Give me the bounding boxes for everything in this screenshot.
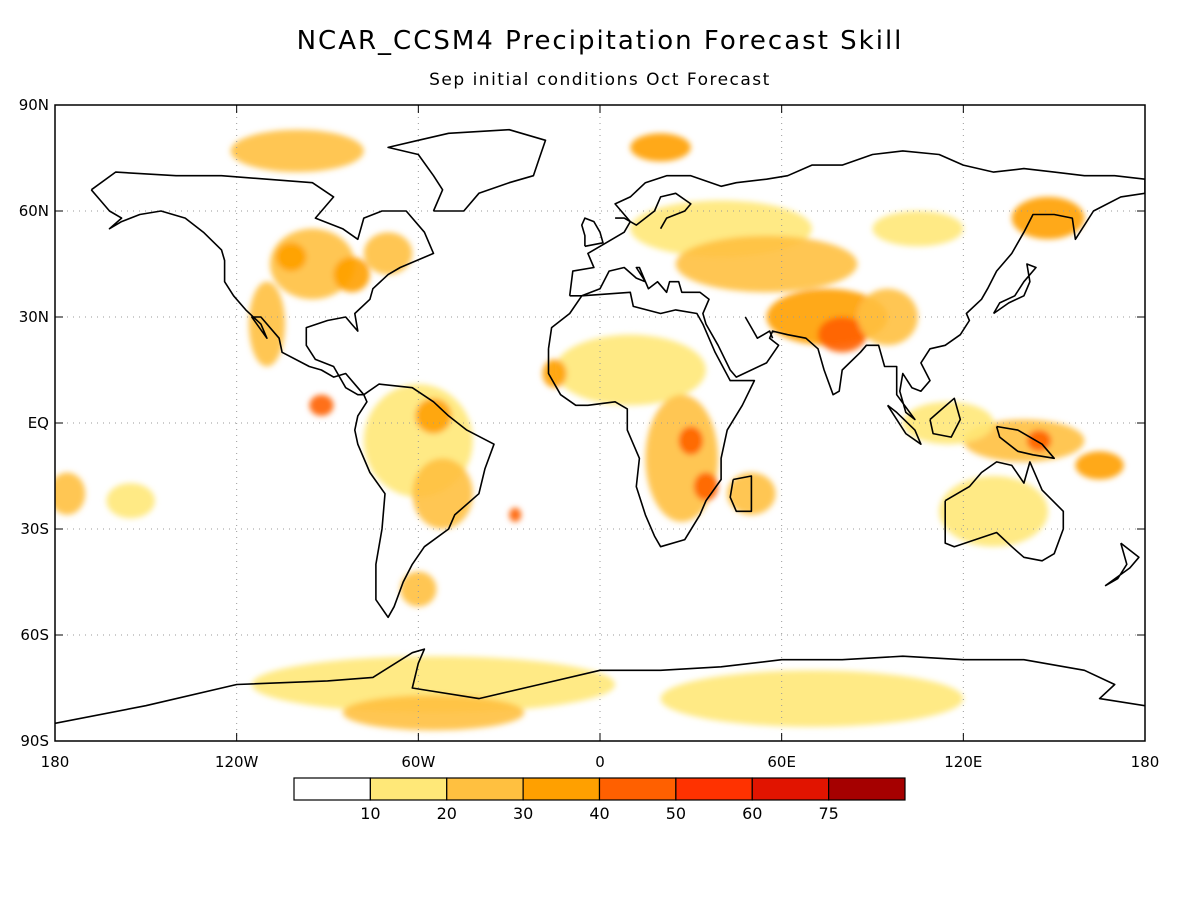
coastline-greenland bbox=[387, 128, 547, 212]
lat-tick-label: 30S bbox=[20, 520, 49, 538]
coastline-borneo bbox=[929, 397, 962, 438]
coastline-madagascar bbox=[729, 475, 753, 513]
skill-region-4 bbox=[363, 232, 413, 275]
skill-region-18 bbox=[693, 472, 719, 501]
coastline-australia bbox=[944, 461, 1065, 562]
skill-region-11 bbox=[509, 507, 522, 522]
coastline-antarctica bbox=[55, 648, 1145, 725]
colorbar-swatch-7 bbox=[828, 777, 906, 801]
colorbar-label: 10 bbox=[360, 804, 380, 823]
graticule-grid bbox=[55, 105, 1145, 741]
colorbar-label: 30 bbox=[513, 804, 533, 823]
skill-region-35 bbox=[660, 670, 964, 727]
skill-region-26 bbox=[872, 211, 964, 247]
colorbar-label: 20 bbox=[437, 804, 457, 823]
skill-region-12 bbox=[55, 472, 86, 515]
lat-tick-label: 90S bbox=[20, 732, 49, 750]
colorbar-swatch-0 bbox=[293, 777, 371, 801]
skill-region-6 bbox=[309, 394, 334, 416]
colorbar-legend: 10 20 30 40 50 60 75 bbox=[293, 777, 906, 823]
lat-tick-label: 90N bbox=[19, 96, 49, 114]
skill-region-10 bbox=[400, 571, 437, 607]
coastline-sumatra bbox=[886, 404, 922, 445]
skill-region-27 bbox=[1011, 196, 1085, 240]
lat-tick-label: EQ bbox=[28, 414, 49, 432]
skill-region-9 bbox=[412, 458, 473, 529]
coastline-south-america bbox=[354, 383, 495, 619]
colorbar-swatch-4 bbox=[598, 777, 677, 801]
skill-region-31 bbox=[939, 476, 1049, 547]
lon-tick-label: 60E bbox=[767, 753, 796, 771]
map-subtitle: Sep initial conditions Oct Forecast bbox=[429, 70, 771, 90]
coastline-arabia-gulf bbox=[744, 316, 774, 339]
skill-region-33 bbox=[251, 656, 616, 713]
lon-tick-label: 60W bbox=[401, 753, 435, 771]
colorbar-label: 40 bbox=[589, 804, 609, 823]
coastline-africa bbox=[547, 291, 756, 548]
colorbar-label: 60 bbox=[742, 804, 762, 823]
coastline-eurasia bbox=[568, 150, 1145, 421]
skill-region-29 bbox=[1026, 430, 1052, 452]
lat-tick-label: 60N bbox=[19, 202, 49, 220]
colorbar-swatch-3 bbox=[522, 777, 601, 801]
coastline-new-guinea bbox=[995, 425, 1055, 460]
longitude-axis: 180 120W 60W 0 60E 120E 180 bbox=[41, 105, 1160, 771]
skill-region-25 bbox=[857, 288, 918, 346]
skill-region-8 bbox=[415, 398, 452, 434]
colorbar-swatch-5 bbox=[675, 777, 753, 801]
lon-tick-label: 180 bbox=[1131, 753, 1160, 771]
lat-tick-label: 60S bbox=[20, 626, 49, 644]
skill-region-24 bbox=[818, 317, 867, 353]
lon-tick-label: 0 bbox=[595, 753, 605, 771]
skill-region-13 bbox=[106, 483, 155, 519]
lon-tick-label: 120W bbox=[215, 753, 259, 771]
skill-region-2 bbox=[333, 256, 370, 293]
lon-tick-label: 120E bbox=[944, 753, 982, 771]
lon-tick-label: 180 bbox=[41, 753, 70, 771]
coastline-scandinavia bbox=[615, 192, 692, 230]
coastline-japan bbox=[992, 263, 1037, 315]
skill-region-14 bbox=[554, 334, 706, 406]
skill-region-34 bbox=[342, 695, 525, 731]
lat-tick-label: 30N bbox=[19, 308, 49, 326]
skill-region-17 bbox=[678, 426, 703, 455]
skill-region-32 bbox=[902, 401, 994, 445]
skill-region-22 bbox=[675, 235, 858, 293]
colorbar-label: 50 bbox=[666, 804, 686, 823]
map-title: NCAR_CCSM4 Precipitation Forecast Skill bbox=[296, 26, 904, 56]
skill-region-28 bbox=[963, 419, 1085, 462]
colorbar-swatch-2 bbox=[446, 777, 524, 801]
coastlines bbox=[55, 128, 1145, 725]
skill-region-30 bbox=[1075, 451, 1124, 480]
skill-region-1 bbox=[276, 242, 307, 272]
coastline-new-zealand bbox=[1104, 542, 1140, 587]
coastline-british-isles bbox=[581, 217, 604, 248]
colorbar-swatch-1 bbox=[369, 777, 448, 801]
skill-shading-layer bbox=[55, 129, 1124, 731]
skill-region-5 bbox=[230, 129, 364, 173]
colorbar-label: 75 bbox=[818, 804, 838, 823]
skill-region-20 bbox=[630, 133, 691, 162]
coastline-north-america bbox=[90, 171, 435, 396]
colorbar-swatch-6 bbox=[751, 777, 830, 801]
skill-region-16 bbox=[645, 394, 719, 522]
latitude-axis: 90N 60N 30N EQ 30S 60S 90S bbox=[19, 96, 1145, 750]
